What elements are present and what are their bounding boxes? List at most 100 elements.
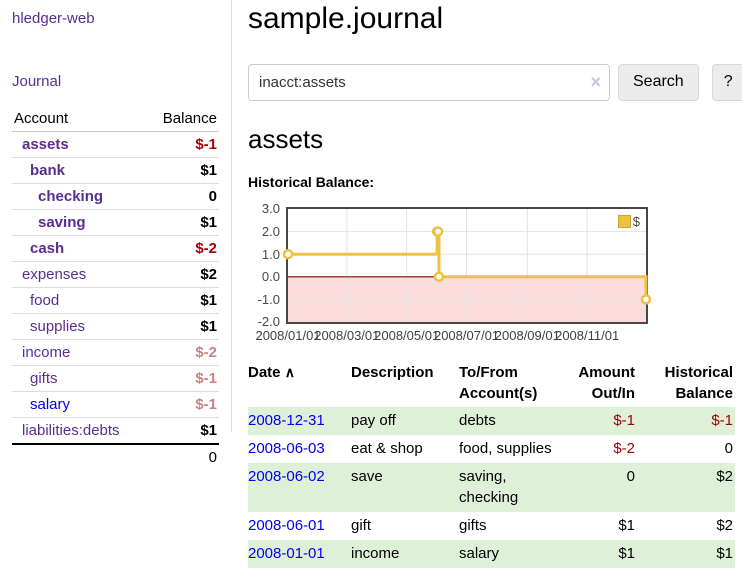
- register-table: Date ∧ Description To/From Account(s) Am…: [248, 360, 735, 569]
- account-row: assets $-1: [12, 131, 219, 158]
- account-cell: cash: [12, 235, 148, 262]
- account-balance: $2: [147, 261, 219, 288]
- search-bar: × Search ?: [248, 63, 742, 101]
- account-balance: $-1: [147, 391, 219, 418]
- search-box: ×: [248, 63, 610, 101]
- y-tick-label: -2.0: [257, 314, 280, 330]
- account-link-salary[interactable]: salary: [30, 396, 71, 413]
- y-tick-label: 1.0: [261, 246, 280, 262]
- account-link-gifts[interactable]: gifts: [30, 370, 58, 387]
- account-cell: liabilities:debts: [12, 418, 147, 445]
- transaction-row: 2008-01-01 income salary $1 $1: [248, 540, 735, 569]
- search-input[interactable]: [248, 63, 610, 101]
- account-link-saving[interactable]: saving: [38, 214, 86, 231]
- account-row: bank $1: [12, 157, 219, 184]
- help-button[interactable]: ?: [711, 63, 742, 101]
- chart-plot-area: $: [282, 207, 652, 325]
- transaction-date-cell: 2008-06-02: [248, 463, 343, 512]
- chart-series-svg: [282, 209, 652, 323]
- balance-chart[interactable]: 3.0 2.0 1.0 0.0 -1.0 -2.0 $ 2008/01/01 2008/03…: [248, 199, 678, 346]
- register-header-description: Description: [351, 364, 434, 382]
- account-row: liabilities:debts $1: [12, 418, 219, 445]
- account-row: food $1: [12, 287, 219, 314]
- transaction-date-cell: 2008-06-03: [248, 435, 343, 463]
- account-balance: $1: [147, 313, 219, 340]
- register-header-date-label: Date: [248, 364, 281, 382]
- account-row: saving $1: [12, 209, 219, 236]
- transaction-accounts: debts: [459, 411, 496, 429]
- x-tick-label: 2008/07/01: [433, 328, 500, 344]
- transaction-amount: $1: [618, 516, 635, 534]
- transaction-amount: $-1: [613, 411, 635, 429]
- accounts-header-balance: Balance: [147, 106, 219, 132]
- account-cell: income: [12, 339, 148, 366]
- account-cell: supplies: [12, 313, 148, 340]
- chart-title: Historical Balance:: [248, 174, 375, 191]
- transaction-row: 2008-06-02 save saving, checking 0 $2: [248, 463, 735, 512]
- register-header-balance: Historical Balance: [664, 364, 733, 402]
- register-header-amount: Amount Out/In: [578, 364, 635, 402]
- transaction-date-link[interactable]: 2008-01-01: [248, 545, 325, 563]
- account-balance: $-1: [147, 131, 219, 158]
- transaction-date-link[interactable]: 2008-06-01: [248, 516, 325, 534]
- transaction-date-link[interactable]: 2008-06-02: [248, 468, 325, 486]
- account-link-expenses[interactable]: expenses: [22, 266, 87, 283]
- account-link-cash[interactable]: cash: [30, 240, 65, 257]
- x-tick-label: 2008/01/01: [255, 328, 321, 344]
- sidebar-item-journal[interactable]: Journal: [12, 73, 62, 90]
- account-heading: assets: [248, 123, 324, 154]
- account-row: income $-2: [12, 339, 219, 366]
- account-row: expenses $2: [12, 261, 219, 288]
- account-row: cash $-2: [12, 235, 219, 262]
- transaction-balance: 0: [724, 440, 733, 458]
- transaction-accounts: food, supplies: [459, 440, 552, 458]
- accounts-total-value: 0: [147, 443, 219, 470]
- transaction-amount: $1: [618, 545, 635, 563]
- account-row: gifts $-1: [12, 365, 219, 392]
- transaction-balance: $-1: [711, 411, 733, 429]
- transaction-accounts: salary: [459, 545, 500, 563]
- account-link-assets[interactable]: assets: [22, 136, 69, 153]
- accounts-table: Account Balance assets $-1 bank $1 checking 0…: [12, 106, 219, 470]
- transaction-description: eat & shop: [351, 440, 423, 458]
- account-balance: 0: [147, 183, 219, 210]
- x-tick-label: 2008/09/01: [494, 328, 560, 344]
- app-window: hledger-web Journal Account Balance asse…: [0, 0, 742, 569]
- account-balance: $1: [147, 157, 219, 184]
- transaction-date-cell: 2008-12-31: [248, 407, 343, 435]
- account-cell: checking: [12, 183, 148, 210]
- transaction-date-cell: 2008-01-01: [248, 540, 343, 568]
- search-button[interactable]: Search: [618, 63, 699, 101]
- account-link-income[interactable]: income: [22, 344, 71, 361]
- transaction-date-link[interactable]: 2008-12-31: [248, 411, 325, 429]
- account-link-liabilities-debts[interactable]: liabilities:debts: [22, 422, 120, 439]
- account-balance: $1: [147, 209, 219, 236]
- main-content: sample.journal × Search ? assets Histori…: [232, 0, 742, 569]
- sidebar: hledger-web Journal Account Balance asse…: [0, 0, 232, 470]
- register-header-row: Date ∧ Description To/From Account(s) Am…: [248, 360, 735, 407]
- account-balance: $-2: [147, 339, 219, 366]
- accounts-header-account: Account: [12, 106, 148, 132]
- transaction-date-link[interactable]: 2008-06-03: [248, 440, 325, 458]
- register-header-date[interactable]: Date ∧: [248, 360, 343, 407]
- account-cell: expenses: [12, 261, 148, 288]
- account-link-checking[interactable]: checking: [38, 188, 104, 205]
- y-tick-label: 3.0: [261, 201, 280, 217]
- account-link-supplies[interactable]: supplies: [30, 318, 86, 335]
- transaction-date-cell: 2008-06-01: [248, 512, 343, 540]
- clear-search-icon[interactable]: ×: [590, 72, 601, 92]
- account-row: checking 0: [12, 183, 219, 210]
- transaction-balance: $1: [716, 545, 733, 563]
- account-link-food[interactable]: food: [30, 292, 60, 309]
- accounts-total-spacer: [12, 443, 148, 470]
- transaction-row: 2008-06-01 gift gifts $1 $2: [248, 512, 735, 540]
- account-cell: gifts: [12, 365, 148, 392]
- account-link-bank[interactable]: bank: [30, 162, 66, 179]
- transaction-description: gift: [351, 516, 372, 534]
- accounts-header-row: Account Balance: [12, 106, 219, 132]
- brand-link[interactable]: hledger-web: [12, 10, 95, 27]
- transaction-balance: $2: [716, 468, 733, 486]
- transaction-row: 2008-12-31 pay off debts $-1 $-1: [248, 406, 735, 436]
- account-balance: $1: [200, 422, 217, 439]
- transaction-description: pay off: [351, 411, 396, 429]
